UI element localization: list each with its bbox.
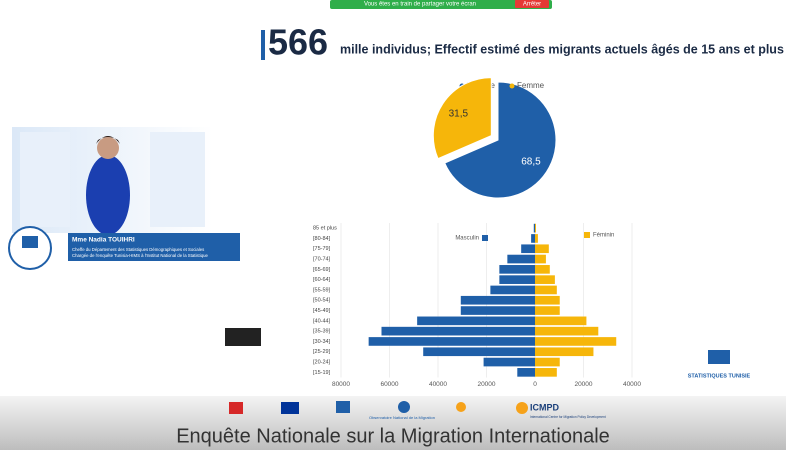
bar [507,254,535,264]
bar [483,357,535,367]
partner-name: International Centre for Migration Polic… [530,415,606,419]
bar [535,326,599,336]
legend-swatch [482,235,488,241]
bar [533,223,535,233]
share-text: Vous êtes en train de partager votre écr… [364,2,476,8]
y-tick-label: [35-39] [313,329,331,335]
slide-logo-text: STATISTIQUES TUNISIE [688,373,751,379]
legend-swatch [509,83,515,89]
y-tick-label: [65-69] [313,267,331,273]
video-placeholder [225,328,261,346]
x-tick-label: 20000 [574,381,592,388]
partner-name: Observatoire National de la Migration [369,415,435,420]
presenter-body [86,155,130,235]
bar [535,254,546,264]
bar [535,357,560,367]
bar [417,316,535,326]
presenter-role: Chargée de l'enquête Tunisia-HIMS à l'In… [72,253,208,258]
stop-button[interactable] [515,0,549,8]
presenter-hair [96,136,120,144]
legend-swatch [584,232,590,238]
headline-text: mille individus; Effectif estimé des mig… [340,42,784,56]
x-tick-label: 20000 [477,381,495,388]
stop-label[interactable]: Arrêter [523,2,541,8]
y-tick-label: 85 et plus [313,226,337,232]
pie-slice [432,77,492,160]
presenter-role: Cheffe du Département des Statistiques D… [72,247,204,252]
bar [535,347,594,357]
legend-label: Femme [517,81,545,90]
bar [535,368,557,377]
bar [535,316,587,326]
y-tick-label: [30-34] [313,339,331,345]
y-tick-label: [50-54] [313,298,331,304]
presenter-head [97,137,119,159]
bar [499,265,535,274]
slide-logo-mark [708,350,730,364]
bar [381,326,535,336]
bar [499,275,535,284]
bar [535,295,560,305]
bar [535,265,550,274]
y-tick-label: [60-64] [313,277,331,283]
footer-title: Enquête Nationale sur la Migration Inter… [176,425,610,447]
bar [535,223,536,233]
bar [490,285,535,295]
x-tick-label: 0 [533,381,537,388]
bar [535,244,549,254]
x-tick-label: 40000 [623,381,641,388]
x-tick-label: 80000 [332,381,350,388]
headline-number: 566 [268,22,328,63]
bar [521,244,535,254]
share-bar [330,0,552,9]
pie-slice [444,81,557,199]
y-tick-label: [55-59] [313,287,331,293]
bar [535,275,555,284]
bar [531,234,535,243]
bar [423,347,535,357]
bar [460,306,535,315]
y-tick-label: [45-49] [313,308,331,314]
name-banner [68,233,240,261]
bar [535,234,538,243]
bar [368,337,535,346]
bar [535,337,617,346]
y-tick-label: [70-74] [313,257,331,263]
partner-logos [229,401,528,414]
video-panels [20,132,205,227]
pie-label: 31,5 [449,109,469,120]
presenter-name: Mme Nadia TOUIHRI [72,237,135,244]
headline-bar [261,30,265,60]
y-tick-label: [40-44] [313,318,331,324]
x-tick-label: 40000 [429,381,447,388]
legend-label: Féminin [593,233,614,239]
y-tick-label: [25-29] [313,349,331,355]
partner-name: ICMPD [530,402,560,412]
pie-label: 68,5 [521,156,541,167]
bar [460,295,535,305]
footer [0,396,786,450]
x-tick-label: 60000 [380,381,398,388]
legend-label: Masculin [455,236,479,242]
y-tick-label: [80-84] [313,236,331,242]
y-tick-label: [20-24] [313,360,331,366]
y-tick-label: [15-19] [313,370,331,376]
bar [535,285,557,295]
y-tick-label: [75-79] [313,246,331,252]
bar [535,306,560,315]
bar [517,368,535,377]
ins-logo-mark [22,236,38,248]
